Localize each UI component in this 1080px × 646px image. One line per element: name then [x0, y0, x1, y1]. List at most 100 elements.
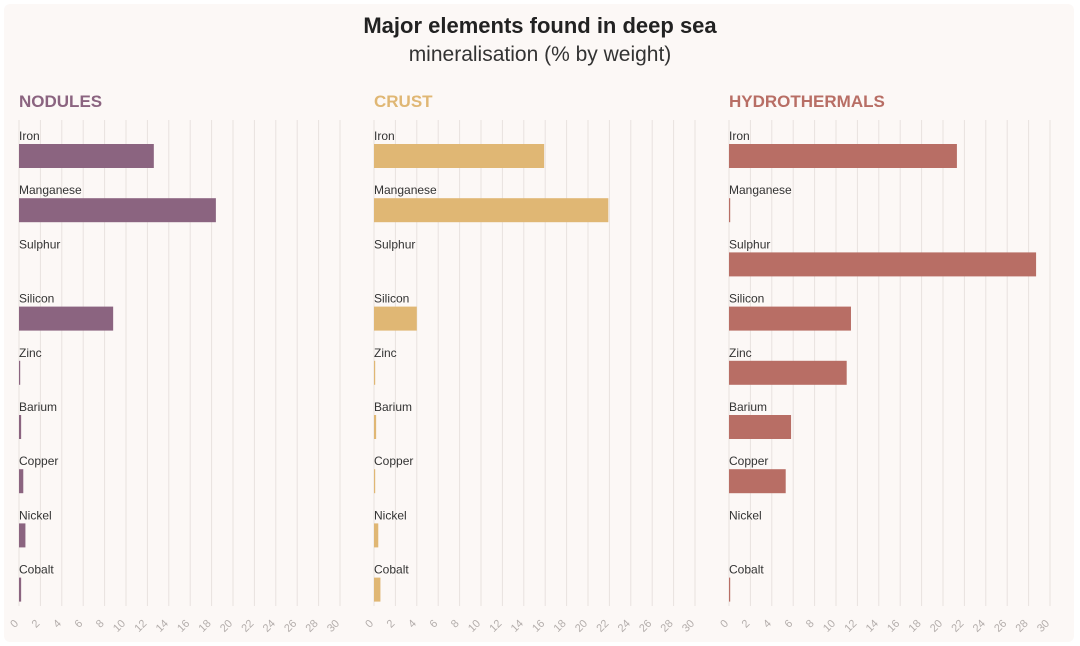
x-tick-label: 28	[659, 618, 676, 635]
x-tick-label: 8	[449, 618, 462, 631]
x-tick-label: 14	[509, 618, 526, 635]
category-label: Sulphur	[729, 237, 770, 251]
x-tick-label: 6	[428, 618, 441, 631]
x-tick-label: 2	[30, 618, 43, 631]
chart-card	[4, 4, 1074, 642]
x-tick-label: 30	[1035, 618, 1052, 635]
x-tick-label: 2	[385, 618, 398, 631]
x-tick-label: 20	[573, 618, 590, 635]
x-tick-label: 4	[51, 618, 64, 631]
x-tick-label: 16	[885, 618, 902, 635]
category-label: Iron	[729, 129, 750, 143]
x-tick-label: 22	[949, 618, 966, 635]
x-tick-label: 24	[971, 618, 988, 635]
bar-copper	[374, 469, 376, 494]
bar-iron	[374, 144, 545, 168]
bar-zinc	[729, 360, 847, 385]
x-tick-label: 4	[406, 618, 419, 631]
category-label: Sulphur	[374, 237, 415, 251]
x-tick-label: 8	[94, 618, 107, 631]
bar-sulphur	[729, 252, 1037, 277]
panel-title: HYDROTHERMALS	[729, 92, 885, 111]
x-tick-label: 10	[466, 618, 483, 635]
bar-cobalt	[19, 577, 22, 602]
x-tick-label: 28	[304, 618, 321, 635]
x-tick-label: 6	[783, 618, 796, 631]
bar-iron	[729, 144, 957, 168]
x-tick-label: 24	[261, 618, 278, 635]
category-label: Manganese	[729, 183, 792, 197]
category-label: Copper	[374, 454, 413, 468]
category-label: Nickel	[729, 508, 762, 522]
bar-cobalt	[374, 577, 381, 602]
bar-silicon	[374, 306, 417, 331]
x-tick-label: 24	[616, 618, 633, 635]
x-tick-label: 16	[530, 618, 547, 635]
category-label: Silicon	[374, 292, 409, 306]
x-tick-label: 20	[218, 618, 235, 635]
category-label: Nickel	[19, 508, 52, 522]
bar-zinc	[374, 360, 376, 385]
x-tick-label: 10	[111, 618, 128, 635]
category-label: Silicon	[729, 292, 764, 306]
category-label: Copper	[19, 454, 58, 468]
x-tick-label: 22	[239, 618, 256, 635]
x-tick-label: 14	[864, 618, 881, 635]
bar-nickel	[19, 523, 26, 548]
x-tick-label: 0	[718, 618, 731, 631]
chart-heading: Major elements found in deep sea mineral…	[0, 12, 1080, 70]
bar-iron	[19, 144, 154, 168]
x-tick-label: 18	[907, 618, 924, 635]
category-label: Manganese	[19, 183, 82, 197]
bar-copper	[19, 469, 24, 494]
x-tick-label: 28	[1014, 618, 1031, 635]
category-label: Barium	[19, 400, 57, 414]
x-tick-label: 30	[680, 618, 697, 635]
x-tick-label: 6	[73, 618, 86, 631]
x-tick-label: 12	[842, 618, 859, 635]
x-tick-label: 0	[8, 618, 21, 631]
x-tick-label: 22	[594, 618, 611, 635]
bar-manganese	[19, 198, 216, 223]
category-label: Cobalt	[374, 563, 409, 577]
bar-barium	[729, 415, 792, 439]
category-label: Copper	[729, 454, 768, 468]
panel-title: NODULES	[19, 92, 102, 111]
chart-subtitle: mineralisation (% by weight)	[408, 43, 672, 66]
category-label: Iron	[19, 129, 40, 143]
bar-nickel	[374, 523, 379, 548]
category-label: Nickel	[374, 508, 407, 522]
category-label: Zinc	[19, 346, 42, 360]
x-tick-label: 8	[804, 618, 817, 631]
x-tick-label: 16	[175, 618, 192, 635]
bar-manganese	[729, 198, 731, 223]
x-tick-label: 2	[740, 618, 753, 631]
category-label: Barium	[729, 400, 767, 414]
x-tick-label: 30	[325, 618, 342, 635]
category-label: Sulphur	[19, 237, 60, 251]
bar-barium	[19, 415, 22, 439]
x-tick-label: 26	[282, 618, 299, 635]
x-tick-label: 10	[821, 618, 838, 635]
bar-silicon	[19, 306, 114, 331]
bar-barium	[374, 415, 377, 439]
x-tick-label: 4	[761, 618, 774, 631]
category-label: Iron	[374, 129, 395, 143]
category-label: Manganese	[374, 183, 437, 197]
panel-title: CRUST	[374, 92, 433, 111]
x-tick-label: 14	[154, 618, 171, 635]
chart-title: Major elements found in deep sea	[363, 13, 717, 38]
x-tick-label: 26	[992, 618, 1009, 635]
category-label: Silicon	[19, 292, 54, 306]
category-label: Cobalt	[19, 563, 54, 577]
bar-silicon	[729, 306, 851, 331]
x-tick-label: 12	[132, 618, 149, 635]
x-tick-label: 26	[637, 618, 654, 635]
category-label: Zinc	[374, 346, 397, 360]
bar-copper	[729, 469, 786, 494]
x-tick-label: 0	[363, 618, 376, 631]
